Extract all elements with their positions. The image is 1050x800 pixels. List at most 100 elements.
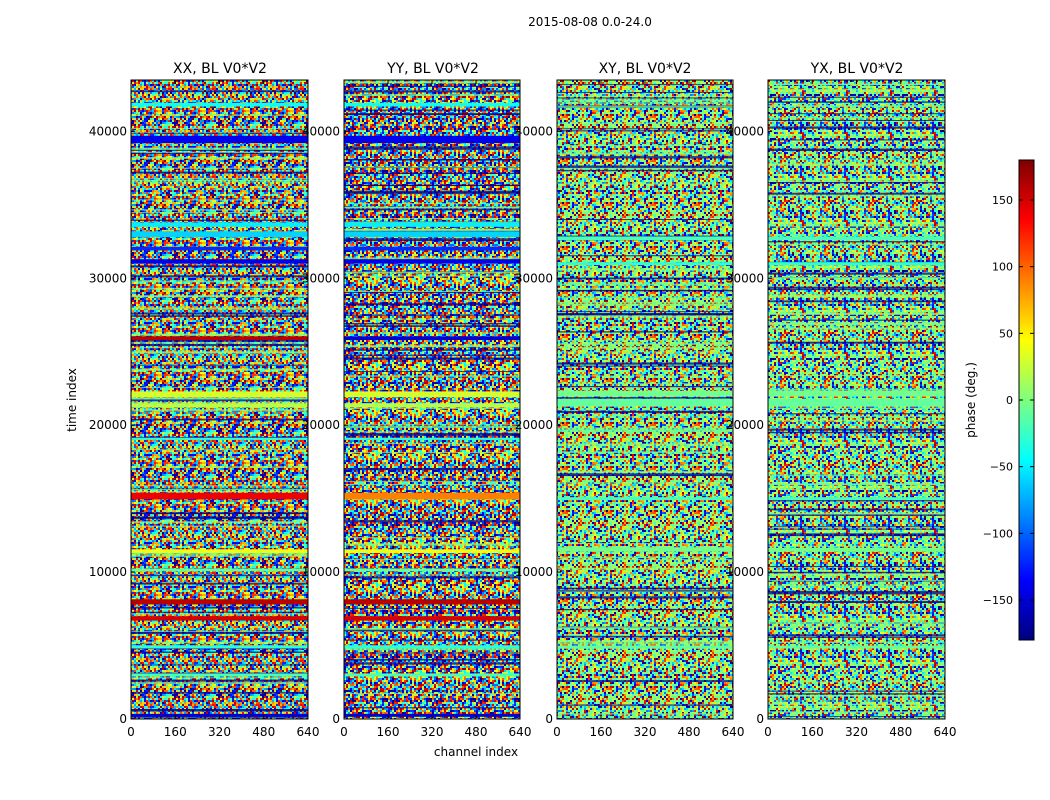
- stripe-xx: [131, 409, 308, 412]
- stripe-xx: [131, 631, 308, 633]
- stripe-xy: [557, 340, 733, 342]
- stripe-yx: [768, 101, 945, 103]
- stripe-yx: [768, 636, 945, 638]
- stripe-yx: [768, 590, 945, 593]
- y-tick-label: 20000: [302, 418, 340, 432]
- stripe-xy: [557, 590, 733, 592]
- phase-band-xx-9: [131, 403, 308, 408]
- stripe-xx: [131, 347, 308, 349]
- stripe-xx: [131, 171, 308, 174]
- stripe-xx: [131, 181, 308, 183]
- stripe-xx: [131, 677, 308, 679]
- y-tick-label: 20000: [726, 418, 764, 432]
- colorbar: 150 100 50 0 −50 −100 −150 phase (deg.): [964, 159, 1035, 641]
- y-tick-label: 10000: [515, 565, 553, 579]
- stripe-xx: [131, 399, 308, 402]
- stripe-xx: [131, 613, 308, 615]
- stripe-yx: [768, 96, 945, 98]
- stripe-yy: [344, 275, 520, 277]
- stripe-xy: [557, 167, 733, 170]
- stripe-xx: [131, 179, 308, 181]
- stripe-yy: [344, 85, 520, 88]
- y-tick-label: 0: [332, 712, 340, 726]
- stripe-xy: [557, 546, 733, 549]
- stripe-xy: [557, 99, 733, 102]
- stripe-xy: [557, 382, 733, 384]
- stripe-xy: [557, 122, 733, 124]
- phase-band-xx-17: [131, 102, 308, 107]
- stripe-yy: [344, 484, 520, 486]
- stripe-xy: [557, 169, 733, 172]
- colorbar-tick-label: −100: [983, 527, 1013, 540]
- stripe-xy: [557, 443, 733, 446]
- stripe-yy: [344, 318, 520, 320]
- stripe-xy: [557, 430, 733, 432]
- phase-band-xy-5: [557, 262, 733, 266]
- x-tick-label: 640: [509, 725, 532, 739]
- phase-band-yy-9: [344, 403, 520, 408]
- stripe-xx: [131, 386, 308, 388]
- panel-xy: XY, BL V0*V2: [556, 61, 734, 720]
- stripe-yx: [768, 533, 945, 535]
- stripe-yx: [768, 571, 945, 574]
- x-tick-label: 640: [934, 725, 957, 739]
- stripe-xx: [131, 364, 308, 366]
- stripe-yy: [344, 607, 520, 609]
- stripe-xy: [557, 587, 733, 590]
- heatmap-yy: [344, 80, 520, 719]
- stripe-xx: [131, 199, 308, 201]
- stripe-yx: [768, 526, 945, 528]
- stripe-yx: [768, 600, 945, 603]
- stripe-yx: [768, 488, 945, 490]
- x-tick-label: 0: [764, 725, 772, 739]
- stripe-yx: [768, 681, 945, 683]
- stripe-yx: [768, 508, 945, 511]
- panel-xx: XX, BL V0*V2: [130, 61, 309, 720]
- stripe-xy: [557, 183, 733, 185]
- stripe-yx: [768, 180, 945, 182]
- stripe-yy: [344, 229, 520, 231]
- y-tick-label: 30000: [726, 271, 764, 285]
- stripe-yx: [768, 413, 945, 415]
- stripe-xy: [557, 301, 733, 304]
- stripe-yx: [768, 580, 945, 582]
- stripe-yx: [768, 641, 945, 644]
- stripe-xx: [131, 709, 308, 711]
- stripe-xy: [557, 451, 733, 454]
- x-axis-label: channel index: [434, 745, 518, 759]
- stripe-yy: [344, 558, 520, 560]
- stripe-yy: [344, 94, 520, 97]
- stripe-xy: [557, 410, 733, 413]
- phase-band-yx-6: [768, 236, 945, 241]
- y-tick-label: 20000: [89, 418, 127, 432]
- stripe-yy: [344, 629, 520, 632]
- x-tick-label: 0: [127, 725, 135, 739]
- stripe-xx: [131, 436, 308, 439]
- panel-title-yx: YX, BL V0*V2: [810, 61, 904, 77]
- phase-band-yy-13: [344, 246, 520, 251]
- phase-band-yy-12: [344, 259, 520, 264]
- stripe-yx: [768, 327, 945, 330]
- stripe-yy: [344, 172, 520, 174]
- stripe-xx: [131, 682, 308, 684]
- stripe-yx: [768, 194, 945, 197]
- stripe-xy: [557, 277, 733, 280]
- stripe-xx: [131, 295, 308, 298]
- stripe-xx: [131, 132, 308, 134]
- y-tick-label: 0: [119, 712, 127, 726]
- stripe-xy: [557, 128, 733, 130]
- stripe-xx: [131, 664, 308, 666]
- stripe-xx: [131, 90, 308, 93]
- stripe-yx: [768, 419, 945, 422]
- stripe-yy: [344, 375, 520, 377]
- stripe-xx: [131, 209, 308, 211]
- stripe-yx: [768, 294, 945, 297]
- stripe-xx: [131, 315, 308, 317]
- stripe-yx: [768, 592, 945, 595]
- stripe-yx: [768, 119, 945, 121]
- x-tick-label: 160: [377, 725, 400, 739]
- stripe-yx: [768, 272, 945, 275]
- stripe-yy: [344, 146, 520, 149]
- stripe-yx: [768, 312, 945, 316]
